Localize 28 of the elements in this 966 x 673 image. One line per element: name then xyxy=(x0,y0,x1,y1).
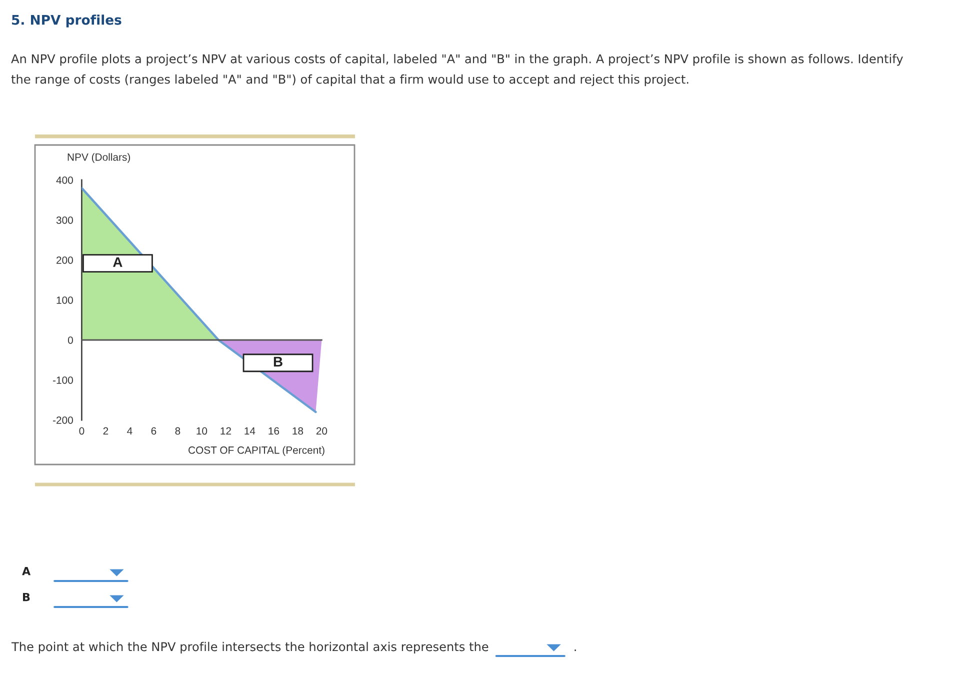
y-tick-label: 100 xyxy=(56,296,73,304)
text: The point at which the NPV profile intersects the horizontal axis represents the xyxy=(11,642,488,654)
x-tick-label: 20 xyxy=(316,427,328,435)
y-tick-label: 0 xyxy=(68,336,73,344)
chart-title: 5. NPV profiles xyxy=(12,14,122,28)
x-tick-label: 10 xyxy=(196,427,208,435)
x-tick-label: 4 xyxy=(127,427,132,435)
y-tick-label: 400 xyxy=(56,176,73,184)
x-tick-label: 6 xyxy=(151,427,156,435)
x-tick-label: 12 xyxy=(220,427,231,435)
y-tick-label: 200 xyxy=(56,256,73,264)
x-axis-title: COST OF CAPITAL (Percent) xyxy=(188,446,324,456)
y-axis-title: NPV (Dollars) xyxy=(68,153,130,163)
text: An NPV profile plots a project’s NPV at various costs of capital, labeled "A" and "B" in the graph. A project’s NPV profile is shown as follows. Identify the range of costs (ranges labeled "A" and "B") of capital that a firm would use to accept and reject this project. xyxy=(11,54,903,86)
x-tick-label: 16 xyxy=(268,427,280,435)
text: B xyxy=(23,592,30,602)
x-tick-label: 2 xyxy=(103,427,108,435)
text: . xyxy=(574,650,576,652)
text: A xyxy=(22,566,31,576)
annotation: B xyxy=(274,356,282,366)
y-tick-label: -100 xyxy=(52,376,73,384)
annotation: A xyxy=(113,257,122,267)
x-tick-label: 8 xyxy=(175,427,180,435)
x-tick-label: 0 xyxy=(79,427,84,435)
y-tick-label: -200 xyxy=(52,416,73,424)
y-tick-label: 300 xyxy=(56,216,73,224)
x-tick-label: 18 xyxy=(292,427,304,435)
x-tick-label: 14 xyxy=(244,427,256,435)
